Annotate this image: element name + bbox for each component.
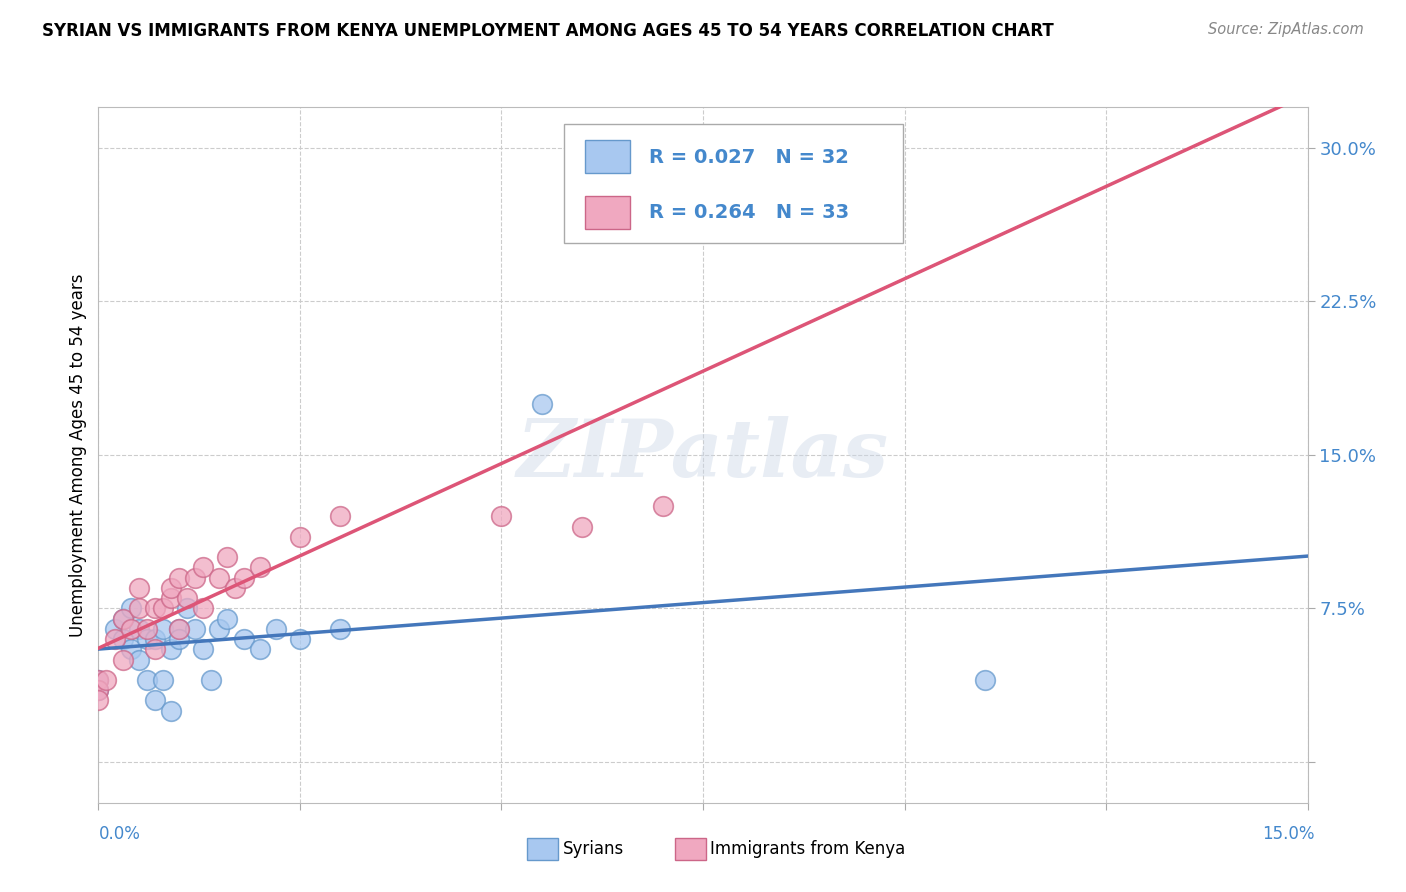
Point — [167, 571, 190, 585]
Point — [571, 519, 593, 533]
Point — [120, 622, 142, 636]
Point — [87, 673, 110, 687]
Point — [160, 704, 183, 718]
Text: Immigrants from Kenya: Immigrants from Kenya — [710, 840, 905, 858]
Point — [143, 632, 166, 646]
Text: R = 0.264   N = 33: R = 0.264 N = 33 — [648, 203, 849, 222]
Point — [128, 581, 150, 595]
Point — [974, 673, 997, 687]
Point — [87, 683, 110, 698]
Point — [160, 581, 183, 595]
Point — [193, 560, 215, 574]
Point — [143, 642, 166, 657]
Point — [329, 622, 352, 636]
Point — [87, 673, 110, 687]
Text: SYRIAN VS IMMIGRANTS FROM KENYA UNEMPLOYMENT AMONG AGES 45 TO 54 YEARS CORRELATI: SYRIAN VS IMMIGRANTS FROM KENYA UNEMPLOY… — [42, 22, 1054, 40]
FancyBboxPatch shape — [585, 196, 630, 229]
Text: 0.0%: 0.0% — [98, 825, 141, 843]
Point — [200, 673, 222, 687]
FancyBboxPatch shape — [585, 140, 630, 173]
Point — [217, 612, 239, 626]
Point — [152, 673, 174, 687]
Point — [491, 509, 513, 524]
Point — [193, 601, 215, 615]
Text: Source: ZipAtlas.com: Source: ZipAtlas.com — [1208, 22, 1364, 37]
Point — [288, 632, 311, 646]
Point — [135, 632, 157, 646]
Point — [160, 642, 183, 657]
Point — [103, 632, 125, 646]
Point — [135, 622, 157, 636]
Point — [128, 652, 150, 666]
Point — [152, 622, 174, 636]
Point — [208, 622, 231, 636]
Point — [651, 499, 673, 513]
Point — [224, 581, 246, 595]
Point — [167, 632, 190, 646]
Point — [143, 601, 166, 615]
Point — [176, 601, 198, 615]
Point — [208, 571, 231, 585]
Point — [87, 693, 110, 707]
Point — [128, 601, 150, 615]
Point — [152, 601, 174, 615]
Point — [249, 642, 271, 657]
Point — [103, 622, 125, 636]
Point — [176, 591, 198, 606]
Point — [329, 509, 352, 524]
Point — [232, 571, 254, 585]
Point — [96, 673, 118, 687]
Text: Syrians: Syrians — [562, 840, 624, 858]
Point — [167, 622, 190, 636]
Point — [530, 397, 553, 411]
Point — [143, 693, 166, 707]
Point — [232, 632, 254, 646]
Y-axis label: Unemployment Among Ages 45 to 54 years: Unemployment Among Ages 45 to 54 years — [69, 273, 87, 637]
Point — [288, 530, 311, 544]
Point — [167, 622, 190, 636]
Point — [111, 632, 134, 646]
Text: R = 0.027   N = 32: R = 0.027 N = 32 — [648, 148, 848, 167]
Point — [120, 601, 142, 615]
Point — [249, 560, 271, 574]
Point — [111, 612, 134, 626]
Point — [120, 642, 142, 657]
Point — [111, 612, 134, 626]
Text: 15.0%: 15.0% — [1263, 825, 1315, 843]
Text: ZIPatlas: ZIPatlas — [517, 417, 889, 493]
Point — [193, 642, 215, 657]
Point — [772, 171, 794, 186]
FancyBboxPatch shape — [564, 124, 903, 243]
Point — [135, 673, 157, 687]
Point — [128, 622, 150, 636]
Point — [87, 683, 110, 698]
Point — [184, 622, 207, 636]
Point — [160, 591, 183, 606]
Point — [217, 550, 239, 565]
Point — [184, 571, 207, 585]
Point — [111, 652, 134, 666]
Point — [264, 622, 287, 636]
